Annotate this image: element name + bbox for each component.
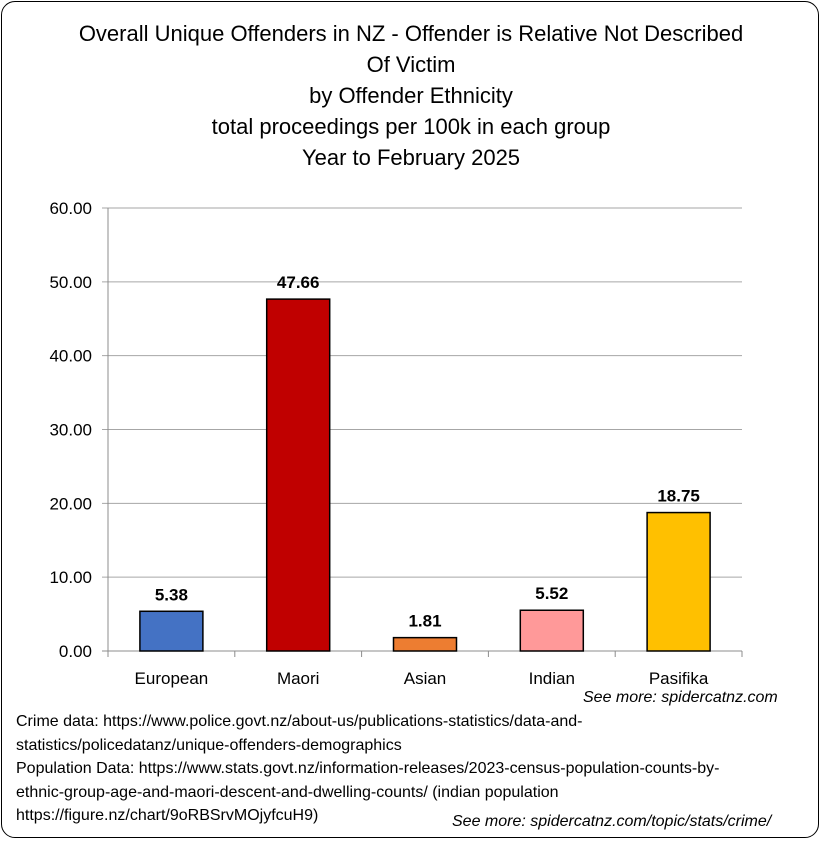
title-line-3: by Offender Ethnicity	[309, 83, 513, 108]
data-label: 5.52	[535, 584, 568, 603]
y-tick-label: 30.00	[49, 421, 92, 440]
title-line-5: Year to February 2025	[301, 145, 521, 170]
source-notes: Crime data: https://www.police.govt.nz/a…	[16, 710, 811, 828]
title-line-2: Of Victim	[366, 52, 456, 77]
see-more-crime-link[interactable]: See more: spidercatnz.com/topic/stats/cr…	[452, 813, 772, 830]
x-category-label: European	[135, 669, 209, 688]
y-tick-label: 40.00	[49, 347, 92, 366]
y-tick-label: 20.00	[49, 494, 92, 513]
data-label: 5.38	[155, 585, 188, 604]
population-data-line-2: ethnic-group-age-and-maori-descent-and-d…	[16, 783, 559, 801]
y-tick-label: 0.00	[59, 642, 92, 661]
data-label: 18.75	[657, 487, 700, 506]
bar	[392, 636, 458, 652]
bar-chart: 0.00 10.00 20.00 30.00 40.00 50.00 60.00 5.38 Eu…	[49, 199, 743, 688]
bar	[265, 298, 331, 652]
bar	[646, 511, 711, 652]
population-data-line-3: https://figure.nz/chart/9oRBSrvMOjyfcuH9…	[16, 807, 319, 824]
title-line-4: total proceedings per 100k in each group	[211, 114, 611, 139]
chart-title: Overall Unique Offenders in NZ - Offende…	[0, 18, 822, 173]
crime-data-line-2: statistics/policedatanz/unique-offenders…	[16, 736, 402, 754]
y-tick-label: 10.00	[49, 568, 92, 587]
bar	[139, 610, 204, 652]
x-category-label: Pasifika	[649, 669, 709, 688]
y-tick-label: 50.00	[49, 273, 92, 292]
data-label: 47.66	[277, 273, 320, 292]
title-line-1: Overall Unique Offenders in NZ - Offende…	[78, 21, 744, 46]
data-label: 1.81	[408, 612, 441, 631]
crime-data-line-1: Crime data: https://www.police.govt.nz/a…	[16, 713, 583, 730]
y-tick-label: 60.00	[49, 199, 92, 218]
population-data-line-1: Population Data: https://www.stats.govt.…	[16, 760, 720, 777]
x-category-label: Maori	[277, 669, 320, 688]
x-category-label: Asian	[404, 669, 447, 688]
see-more-link[interactable]: See more: spidercatnz.com	[583, 689, 778, 706]
bar	[519, 609, 585, 652]
x-category-label: Indian	[529, 669, 575, 688]
